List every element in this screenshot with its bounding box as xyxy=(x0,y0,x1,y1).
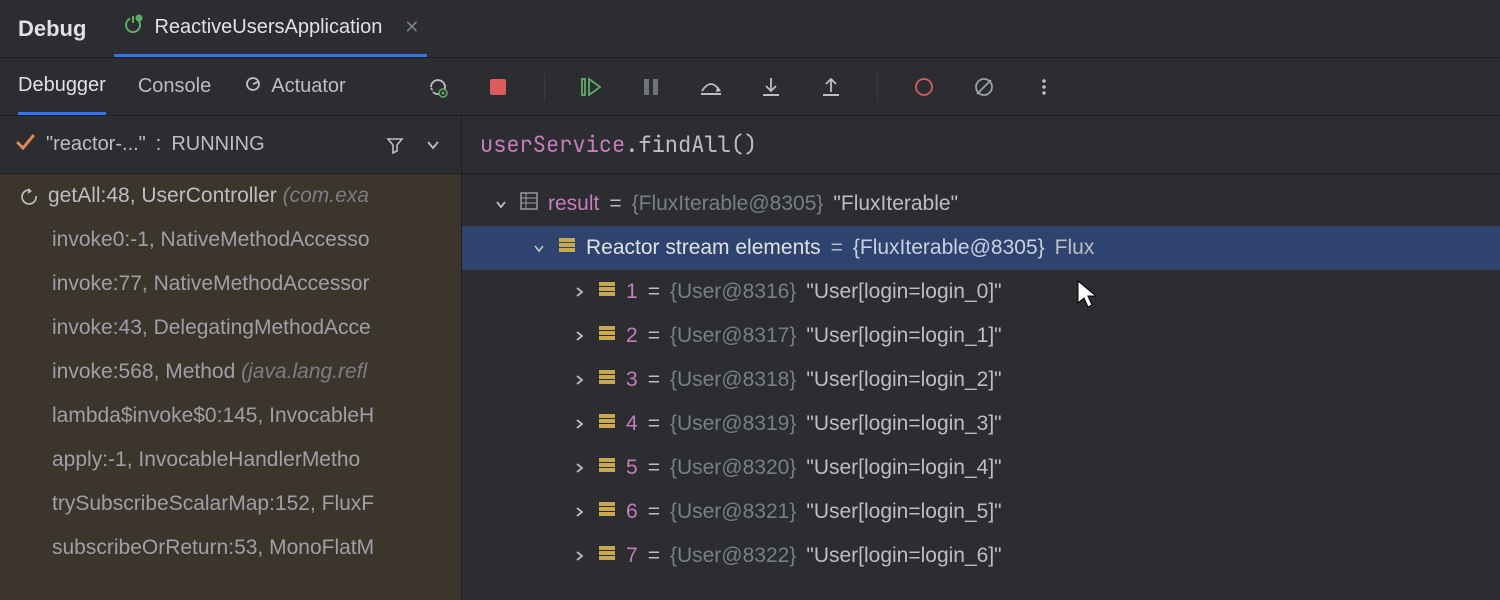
variable-row[interactable]: 5 = {User@8320} "User[login=login_4]" xyxy=(462,446,1500,490)
stack-frame[interactable]: invoke:43, DelegatingMethodAcce xyxy=(0,306,461,350)
variable-row[interactable]: 1 = {User@8316} "User[login=login_0]" xyxy=(462,270,1500,314)
run-config-name: ReactiveUsersApplication xyxy=(154,16,382,39)
stack-frame[interactable]: invoke:77, NativeMethodAccessor xyxy=(0,262,461,306)
toolbar-divider xyxy=(877,73,878,101)
more-icon[interactable] xyxy=(1030,73,1058,101)
subtab-console[interactable]: Console xyxy=(138,58,211,115)
stop-icon[interactable] xyxy=(484,73,512,101)
thread-state: RUNNING xyxy=(171,133,264,156)
expand-chevron-icon[interactable] xyxy=(570,506,588,518)
variable-row[interactable]: 2 = {User@8317} "User[login=login_1]" xyxy=(462,314,1500,358)
subtab-actuator[interactable]: Actuator xyxy=(243,58,345,115)
expand-chevron-icon[interactable] xyxy=(570,462,588,474)
field-icon xyxy=(598,500,616,524)
close-tab-icon[interactable]: ✕ xyxy=(404,17,419,38)
stack-frame[interactable]: lambda$invoke$0:145, InvocableH xyxy=(0,394,461,438)
drop-frame-icon xyxy=(18,186,38,206)
variable-row[interactable]: 4 = {User@8319} "User[login=login_3]" xyxy=(462,402,1500,446)
run-config-icon xyxy=(122,13,144,41)
checkmark-icon xyxy=(14,131,36,159)
stack-frame[interactable]: getAll:48, UserController (com.exa xyxy=(0,174,461,218)
step-over-icon[interactable] xyxy=(697,73,725,101)
field-icon xyxy=(598,412,616,436)
view-breakpoints-icon[interactable] xyxy=(910,73,938,101)
evaluate-expression-field[interactable]: userService.findAll() xyxy=(462,116,1500,174)
resume-icon[interactable] xyxy=(577,73,605,101)
mute-breakpoints-icon[interactable] xyxy=(970,73,998,101)
expand-chevron-icon[interactable] xyxy=(530,242,548,254)
variable-row[interactable]: 6 = {User@8321} "User[login=login_5]" xyxy=(462,490,1500,534)
variable-row-selected[interactable]: Reactor stream elements = {FluxIterable@… xyxy=(462,226,1500,270)
expand-chevron-icon[interactable] xyxy=(570,550,588,562)
variable-row[interactable]: result = {FluxIterable@8305} "FluxIterab… xyxy=(462,182,1500,226)
result-icon xyxy=(520,192,538,216)
expand-chevron-icon[interactable] xyxy=(570,374,588,386)
thread-selector[interactable]: "reactor-..." : RUNNING xyxy=(0,116,461,174)
expand-chevron-icon[interactable] xyxy=(570,418,588,430)
frames-panel: "reactor-..." : RUNNING getAll:48, UserC… xyxy=(0,116,462,600)
debug-subtabs-toolbar: Debugger Console Actuator xyxy=(0,58,1500,116)
expand-chevron-icon[interactable] xyxy=(570,330,588,342)
stack-frame[interactable]: invoke:568, Method (java.lang.refl xyxy=(0,350,461,394)
field-icon xyxy=(598,324,616,348)
stack-frame[interactable]: subscribeOrReturn:53, MonoFlatM xyxy=(0,526,461,570)
field-icon xyxy=(598,280,616,304)
variable-row[interactable]: 3 = {User@8318} "User[login=login_2]" xyxy=(462,358,1500,402)
field-icon xyxy=(558,236,576,260)
field-icon xyxy=(598,368,616,392)
stack-frame[interactable]: apply:-1, InvocableHandlerMetho xyxy=(0,438,461,482)
actuator-icon xyxy=(243,74,263,100)
toolbar-divider xyxy=(544,73,545,101)
expand-chevron-icon[interactable] xyxy=(570,286,588,298)
thread-dropdown-icon[interactable] xyxy=(419,131,447,159)
step-into-icon[interactable] xyxy=(757,73,785,101)
variables-panel: userService.findAll() result = {FluxIter… xyxy=(462,116,1500,600)
stack-frame[interactable]: trySubscribeScalarMap:152, FluxF xyxy=(0,482,461,526)
expression-object: userService xyxy=(480,130,625,159)
field-icon xyxy=(598,544,616,568)
step-out-icon[interactable] xyxy=(817,73,845,101)
subtab-debugger[interactable]: Debugger xyxy=(18,58,106,115)
stack-frame[interactable]: invoke0:-1, NativeMethodAccesso xyxy=(0,218,461,262)
expression-call: .findAll() xyxy=(625,130,757,159)
filter-icon[interactable] xyxy=(381,131,409,159)
tool-window-title: Debug xyxy=(18,16,86,42)
subtab-actuator-label: Actuator xyxy=(271,75,345,98)
run-config-tab[interactable]: ReactiveUsersApplication ✕ xyxy=(114,0,427,57)
pause-icon[interactable] xyxy=(637,73,665,101)
variables-tree[interactable]: result = {FluxIterable@8305} "FluxIterab… xyxy=(462,174,1500,600)
rerun-debug-icon[interactable] xyxy=(424,73,452,101)
field-icon xyxy=(598,456,616,480)
variable-row[interactable]: 7 = {User@8322} "User[login=login_6]" xyxy=(462,534,1500,578)
stack-frames-list[interactable]: getAll:48, UserController (com.exainvoke… xyxy=(0,174,461,600)
thread-name: "reactor-..." xyxy=(46,133,146,156)
expand-chevron-icon[interactable] xyxy=(492,198,510,210)
debug-tool-window-header: Debug ReactiveUsersApplication ✕ xyxy=(0,0,1500,58)
